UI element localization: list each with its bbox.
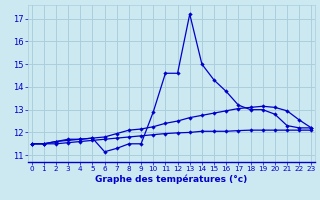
X-axis label: Graphe des températures (°c): Graphe des températures (°c) bbox=[95, 175, 248, 184]
